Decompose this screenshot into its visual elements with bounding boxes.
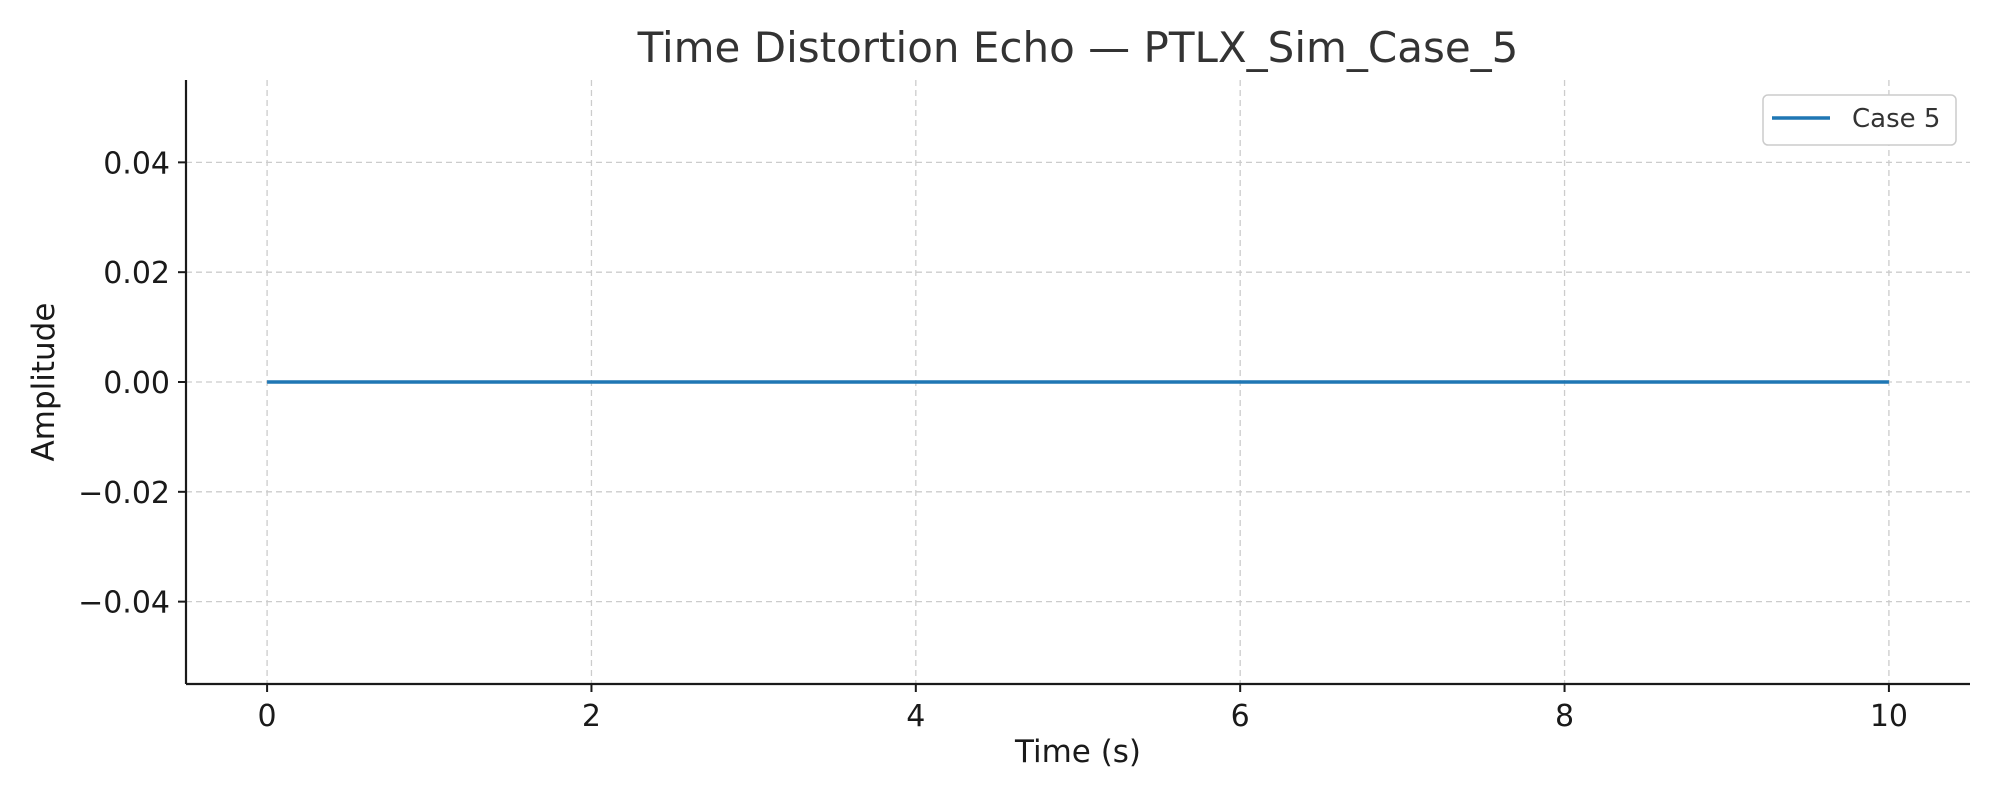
x-tick-label: 2	[582, 699, 601, 734]
y-tick-label: 0.04	[103, 146, 170, 181]
y-axis-label: Amplitude	[26, 303, 62, 462]
x-axis-label: Time (s)	[1014, 734, 1141, 770]
x-tick-label: 6	[1231, 699, 1250, 734]
y-tick-label: 0.02	[103, 256, 170, 291]
x-ticks: 0 2 4 6 8 10	[258, 684, 1908, 734]
x-tick-label: 8	[1555, 699, 1574, 734]
x-tick-label: 10	[1870, 699, 1908, 734]
chart-title: Time Distortion Echo — PTLX_Sim_Case_5	[637, 23, 1519, 72]
y-tick-label: −0.02	[78, 476, 170, 511]
y-tick-label: 0.00	[103, 366, 170, 401]
x-tick-label: 0	[258, 699, 277, 734]
legend: Case 5	[1762, 94, 1957, 146]
legend-label-case-5: Case 5	[1852, 104, 1940, 134]
y-ticks: −0.04 −0.02 0.00 0.02 0.04	[78, 146, 186, 621]
legend-box	[1762, 94, 1957, 146]
y-tick-label: −0.04	[78, 586, 170, 621]
x-tick-label: 4	[906, 699, 925, 734]
